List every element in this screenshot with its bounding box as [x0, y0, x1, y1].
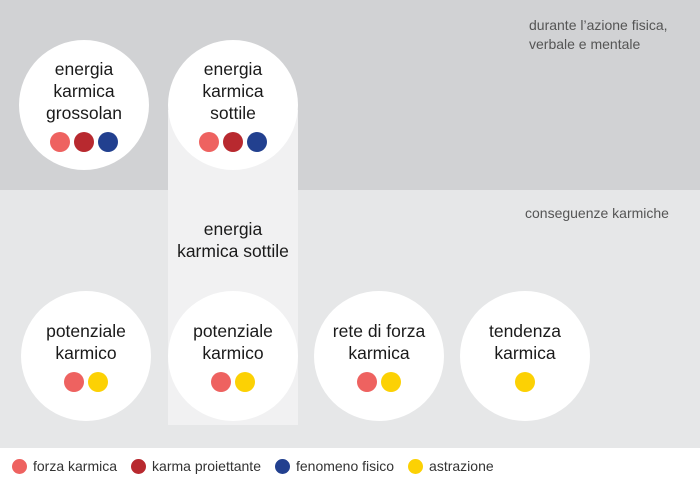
yellow-dot-icon	[408, 458, 424, 474]
astrazione-dot-icon	[381, 372, 401, 392]
circle-subtle-energy: energia karmica sottile	[168, 40, 298, 170]
legend-item-forza: forza karmica	[12, 458, 117, 474]
dot-row	[211, 372, 255, 392]
fenomeno-dot-icon	[247, 132, 267, 152]
legend-label: fenomeno fisico	[295, 458, 395, 474]
karma-dot-icon	[223, 132, 243, 152]
circle-potential-1: potenziale karmico	[21, 291, 151, 421]
circle-label: potenziale karmico	[193, 321, 273, 363]
dot-row	[50, 132, 118, 152]
legend-label: astrazione	[429, 458, 494, 474]
column-label: energia karmica sottile	[177, 219, 289, 261]
circle-gross-energy: energia karmica grossolan	[19, 40, 149, 170]
forza-dot-icon	[50, 132, 70, 152]
circle-force-network: rete di forza karmica	[314, 291, 444, 421]
legend: forza karmica karma proiettante fenomeno…	[12, 458, 508, 474]
dot-row	[199, 132, 267, 152]
red-dot-icon	[12, 458, 27, 474]
circle-label: potenziale karmico	[46, 321, 126, 363]
astrazione-dot-icon	[88, 372, 108, 392]
astrazione-dot-icon	[235, 372, 255, 392]
circle-label: tendenza karmica	[488, 321, 561, 363]
legend-item-fenomeno: fenomeno fisico	[274, 458, 395, 474]
astrazione-dot-icon	[515, 372, 535, 392]
blue-dot-icon	[274, 458, 290, 474]
circle-potential-2: potenziale karmico	[168, 291, 298, 421]
legend-label: karma proiettante	[152, 458, 261, 474]
forza-dot-icon	[357, 372, 377, 392]
legend-item-astrazione: astrazione	[408, 458, 494, 474]
note-during-action: durante l’azione fisica, verbale e menta…	[529, 17, 668, 52]
forza-dot-icon	[199, 132, 219, 152]
legend-label: forza karmica	[33, 458, 118, 474]
circle-label: rete di forza karmica	[332, 321, 426, 363]
dark-red-dot-icon	[131, 458, 147, 474]
circle-label: energia karmica sottile	[202, 59, 264, 123]
circle-tendency: tendenza karmica	[460, 291, 590, 421]
note-consequences: conseguenze karmiche	[525, 205, 669, 221]
forza-dot-icon	[211, 372, 231, 392]
dot-row	[64, 372, 108, 392]
forza-dot-icon	[64, 372, 84, 392]
circle-label: energia karmica grossolan	[46, 59, 122, 123]
dot-row	[357, 372, 401, 392]
karma-dot-icon	[74, 132, 94, 152]
legend-item-karma: karma proiettante	[131, 458, 261, 474]
fenomeno-dot-icon	[98, 132, 118, 152]
dot-row	[515, 372, 535, 392]
